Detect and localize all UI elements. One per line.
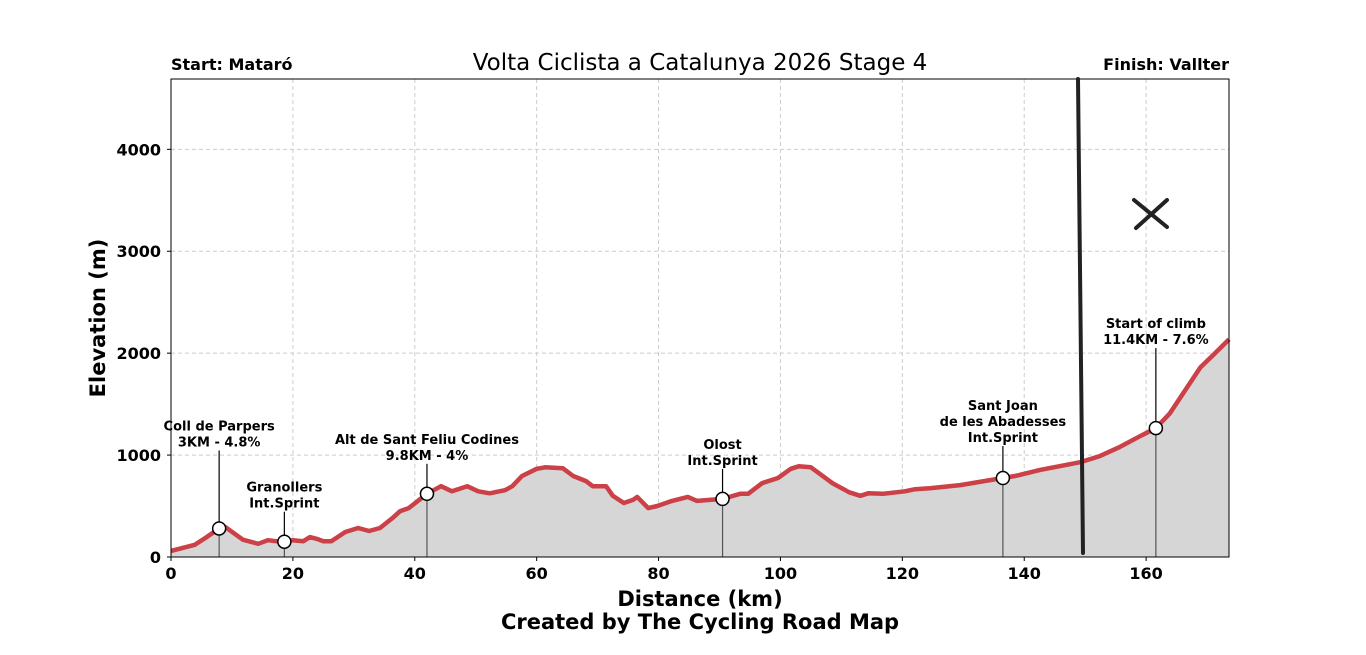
annotation-label: Alt de Sant Feliu Codines [335,433,519,448]
x-tick-label: 20 [282,564,304,583]
x-tick-label: 80 [647,564,669,583]
annotation-marker [419,486,435,502]
x-tick-label: 0 [165,564,176,583]
y-tick-label: 3000 [116,242,161,261]
elevation-line [170,337,1231,554]
annotation-label: Granollers [246,481,322,496]
annotation-marker [277,534,292,549]
y-tick-label: 1000 [116,446,161,465]
y-tick-label: 4000 [116,140,161,159]
x-tick-label: 100 [764,564,797,583]
chart-title: Volta Ciclista a Catalunya 2026 Stage 4 [473,50,928,76]
annotation-marker [211,521,227,536]
y-tick-label: 0 [150,548,161,567]
annotation-label: 9.8KM - 4% [386,449,469,464]
annotation-label: Int.Sprint [968,431,1038,446]
footer-credit: Created by The Cycling Road Map [501,610,899,634]
start-label: Start: Mataró [171,55,293,74]
ticks: 0 20 40 60 80 100 120 140 160 0 1000 2000 3000 4000 [116,140,1162,583]
x-tick-label: 140 [1008,564,1041,583]
annotation-label: Olost [703,438,741,453]
elevation-area [171,339,1229,557]
annotation-marker [995,470,1011,486]
plot-frame [170,78,1230,558]
close-x-icon [1132,198,1169,230]
annotation-marker [1148,420,1164,436]
annotation-label: Coll de Parpers [164,419,275,434]
x-axis-label: Distance (km) [617,587,782,611]
y-tick-label: 2000 [116,344,161,363]
annotation-label: 3KM - 4.8% [178,435,261,450]
annotation-label: 11.4KM - 7.6% [1103,333,1209,348]
x-tick-label: 160 [1129,564,1162,583]
annotation-label: Int.Sprint [249,497,319,512]
finish-label: Finish: Vallter [1103,55,1229,74]
grid [171,79,1229,557]
annotation-label: Sant Joan [968,399,1038,414]
annotation-label: Int.Sprint [687,454,757,469]
annotation-marker [715,491,730,507]
x-tick-label: 120 [886,564,919,583]
annotation-label: de les Abadesses [940,415,1067,430]
x-tick-label: 60 [526,564,548,583]
overlay-vertical-stroke [1076,77,1085,555]
x-tick-label: 40 [404,564,426,583]
y-axis-label: Elevation (m) [86,239,110,398]
annotation-label: Start of climb [1106,317,1206,332]
